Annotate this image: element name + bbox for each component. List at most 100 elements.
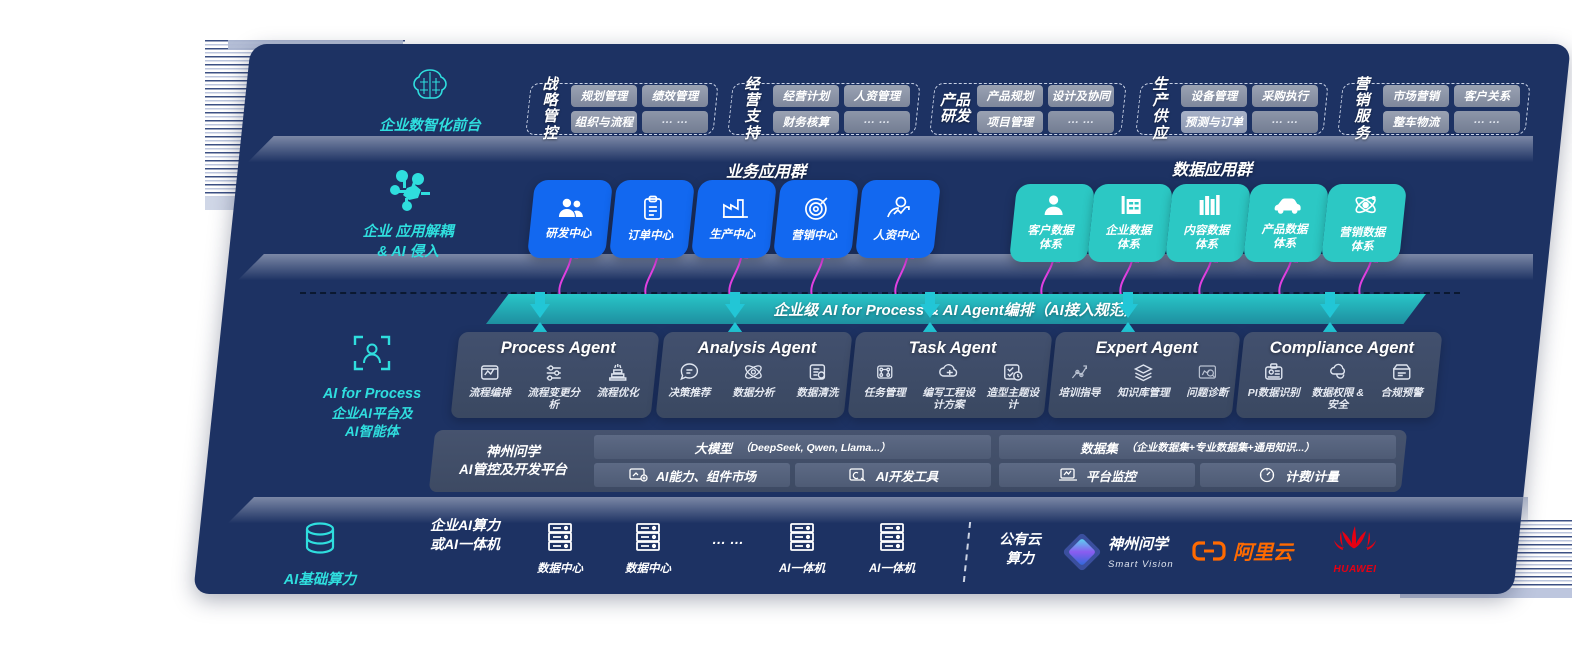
platform-ai-devtool[interactable]: AI开发工具 — [795, 463, 991, 487]
rail-item-decouple: 企业 应用解耦 & AI 侵入 — [318, 168, 498, 262]
bar-label: 平台监控 — [1085, 469, 1136, 484]
agent-feature[interactable]: 知识库管理 — [1112, 362, 1174, 400]
vendor-aliyun[interactable]: 阿里云 — [1192, 536, 1342, 565]
alert-box-icon — [1393, 364, 1411, 380]
infra-node-1[interactable]: 数据中心 — [525, 520, 595, 576]
dataset-sub: （企业数据集+专业数据集+通用知识...） — [1125, 441, 1315, 454]
data-card-marketing[interactable]: 营销数据 体系 — [1320, 184, 1408, 262]
data-card-customer[interactable]: 客户数据 体系 — [1008, 184, 1096, 262]
agent-card-process[interactable]: Process Agent 流程编排 流程变更分析 流程优化 — [450, 332, 660, 418]
agent-title: Analysis Agent — [697, 339, 817, 357]
atom-icon — [1353, 192, 1379, 223]
vendor-huawei[interactable]: HUAWEI — [1310, 524, 1400, 575]
vendor-smartvision[interactable]: 神州问学 Smart Vision — [1062, 532, 1202, 572]
agent-features: 培训指导 知识库管理 问题诊断 — [1048, 362, 1238, 400]
agent-feature[interactable]: 问题诊断 — [1176, 362, 1238, 400]
rail-label: 企业数智化前台 — [379, 118, 481, 134]
app-card-rd-center[interactable]: 研发中心 — [526, 180, 614, 258]
infra-node-label: 数据中心 — [625, 563, 671, 575]
infra-node-ellipsis: … … — [693, 530, 763, 549]
agent-feature[interactable]: PI数据识别 — [1243, 362, 1305, 412]
platform-dataset-bar[interactable]: 数据集 （企业数据集+专业数据集+通用知识...） — [999, 435, 1396, 459]
app-card-production-center[interactable]: 生产中心 — [690, 180, 778, 258]
agent-feature[interactable]: 造型主题设计 — [982, 362, 1044, 412]
feature-label: 知识库管理 — [1117, 387, 1170, 399]
flow-chart-icon — [481, 365, 499, 380]
brain-icon — [340, 66, 520, 111]
platform-right-column: 数据集 （企业数据集+专业数据集+通用知识...） 平台监控 计费/计量 — [999, 435, 1396, 487]
agent-feature[interactable]: 任务管理 — [854, 362, 916, 412]
agent-card-compliance[interactable]: Compliance Agent PI数据识别 数据权限 & 安全 合规预警 — [1235, 332, 1443, 418]
layer-shelf-1 — [248, 136, 1533, 162]
optimize-icon — [609, 364, 627, 381]
server-icon — [790, 523, 814, 551]
agent-feature[interactable]: 数据权限 & 安全 — [1307, 362, 1369, 412]
agent-feature[interactable]: 编写工程设计方案 — [918, 362, 980, 412]
agent-feature[interactable]: 流程变更分析 — [523, 362, 585, 412]
platform-llm-bar[interactable]: 大模型 （DeepSeek, Qwen, Llama...） — [594, 435, 991, 459]
agent-card-analysis[interactable]: Analysis Agent 决策推荐 数据分析 数据清洗 — [655, 332, 853, 418]
feature-label: 造型主题设计 — [986, 387, 1040, 411]
database-icon — [240, 518, 400, 565]
rail-item-aiforprocess: AI for Process 企业AI平台及 AI智能体 — [282, 332, 462, 441]
feature-label: 培训指导 — [1058, 387, 1101, 399]
bar-label: AI能力、组件市场 — [655, 469, 756, 484]
data-card-content[interactable]: 内容数据 体系 — [1164, 184, 1252, 262]
layer-divider-dashed — [300, 292, 1460, 294]
feature-label: 数据权限 & 安全 — [1311, 387, 1365, 411]
vendor-name: 神州问学 — [1108, 535, 1169, 553]
ellipsis-icon: … … — [712, 531, 744, 547]
bars-icon — [1198, 194, 1222, 221]
agent-title: Task Agent — [908, 339, 997, 357]
agent-feature[interactable]: 流程优化 — [587, 362, 649, 412]
data-card-enterprise[interactable]: 企业数据 体系 — [1086, 184, 1174, 262]
vendor-name: HUAWEI — [1333, 564, 1377, 575]
gauge-icon — [1260, 467, 1275, 483]
id-card-icon — [1265, 363, 1283, 380]
app-card-order-center[interactable]: 订单中心 — [608, 180, 696, 258]
rail-label-2: 企业AI平台及 AI智能体 — [331, 405, 413, 439]
molecule-icon — [318, 168, 498, 217]
feature-label: 流程编排 — [468, 387, 511, 399]
agent-card-task[interactable]: Task Agent 任务管理 编写工程设计方案 造型主题设计 — [847, 332, 1053, 418]
infra-node-5[interactable]: AI一体机 — [857, 520, 927, 576]
server-icon — [548, 523, 572, 551]
feature-label: 数据清洗 — [796, 387, 839, 399]
layers-icon — [1133, 364, 1153, 382]
target-icon — [804, 195, 830, 226]
agent-card-expert[interactable]: Expert Agent 培训指导 知识库管理 问题诊断 — [1047, 332, 1241, 418]
atom-analysis-icon — [745, 365, 762, 379]
platform-left-column: 大模型 （DeepSeek, Qwen, Llama...） AI能力、组件市场… — [594, 435, 991, 487]
training-icon — [1071, 365, 1087, 379]
data-card-product[interactable]: 产品数据 体系 — [1242, 184, 1330, 262]
platform-billing[interactable]: 计费/计量 — [1200, 463, 1396, 487]
monitor-icon — [1058, 468, 1077, 481]
platform-left-row: AI能力、组件市场 AI开发工具 — [594, 463, 991, 487]
agent-feature[interactable]: 决策推荐 — [658, 362, 720, 400]
app-card-marketing-center[interactable]: 营销中心 — [772, 180, 860, 258]
sliders-icon — [546, 365, 561, 381]
infra-node-2[interactable]: 数据中心 — [613, 520, 683, 576]
infra-enterprise-compute: 企业AI算力 或AI一体机 — [400, 516, 530, 554]
agent-feature[interactable]: 合规预警 — [1371, 362, 1433, 412]
building-icon — [1120, 194, 1144, 221]
devtool-icon — [849, 468, 866, 482]
agent-feature[interactable]: 培训指导 — [1048, 362, 1110, 400]
infra-node-4[interactable]: AI一体机 — [767, 520, 837, 576]
band-label: 企业级 AI for Process & AI Agent编排（AI接入规范） — [773, 301, 1139, 319]
agent-feature[interactable]: 数据清洗 — [786, 362, 848, 400]
agent-title: Compliance Agent — [1269, 339, 1414, 357]
feature-label: 编写工程设计方案 — [922, 387, 976, 411]
platform-monitor[interactable]: 平台监控 — [999, 463, 1195, 487]
agent-feature[interactable]: 数据分析 — [722, 362, 784, 400]
heading-data-apps: 数据应用群 — [1172, 162, 1253, 179]
feature-label: 任务管理 — [863, 387, 906, 399]
rail-label: AI基础算力 — [283, 572, 357, 588]
vendor-name: 阿里云 — [1233, 542, 1293, 564]
rail-label-2: & AI 侵入 — [377, 243, 439, 260]
feature-label: 问题诊断 — [1186, 387, 1229, 399]
platform-ai-market[interactable]: AI能力、组件市场 — [594, 463, 790, 487]
agent-feature[interactable]: 流程编排 — [459, 362, 521, 412]
app-card-hr-center[interactable]: 人资中心 — [854, 180, 942, 258]
